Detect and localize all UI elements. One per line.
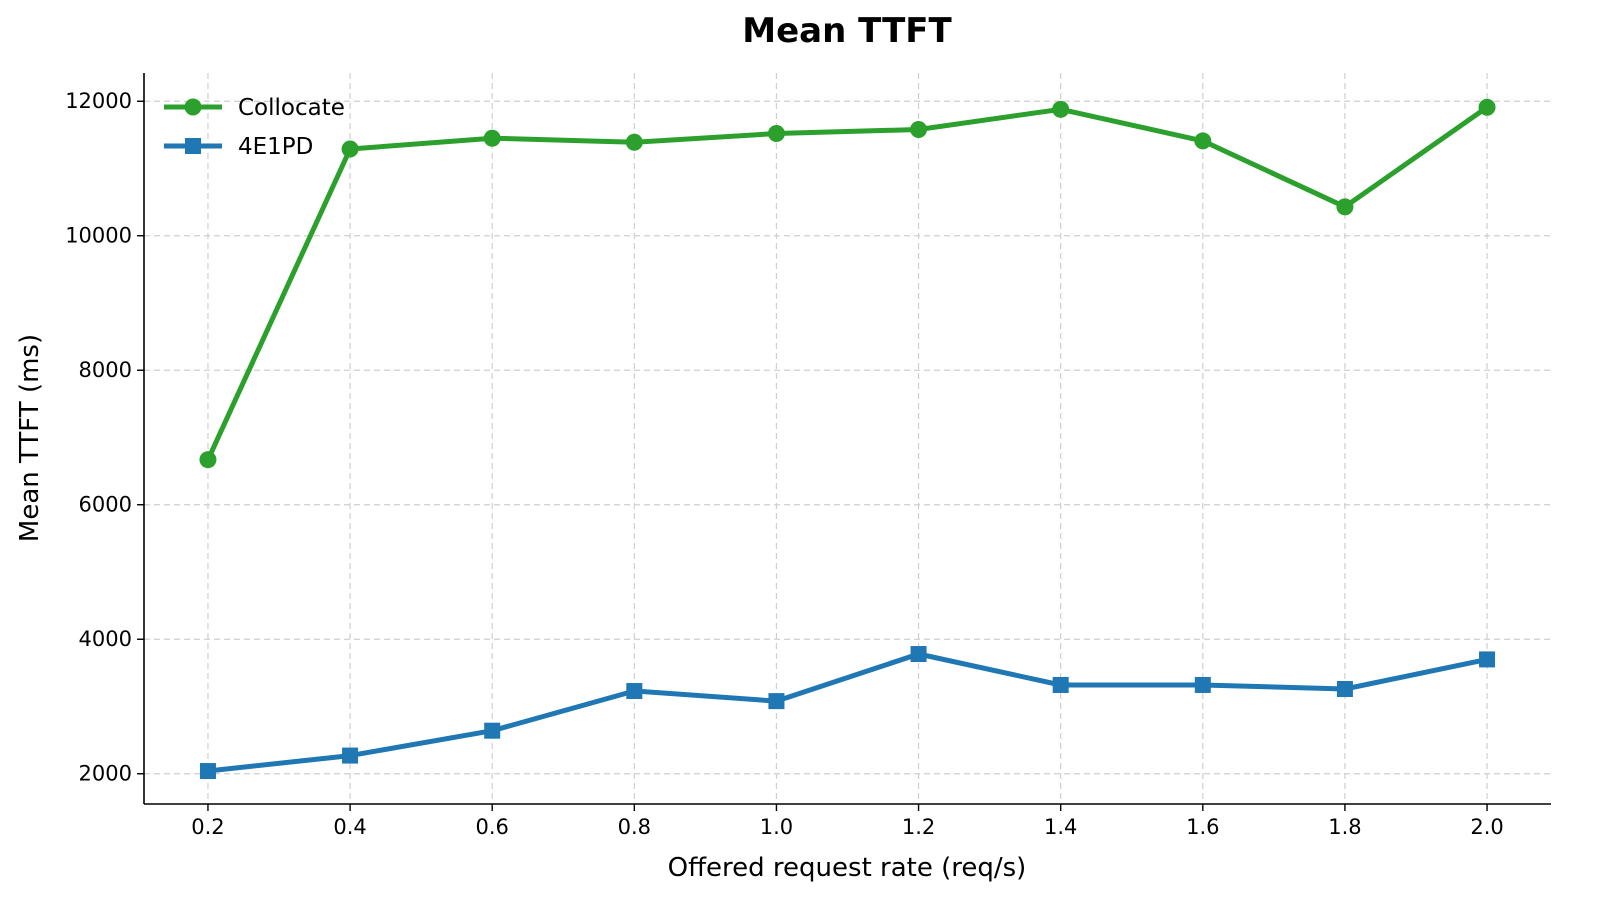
collocate-point [625, 133, 643, 151]
grid-lines [144, 73, 1551, 804]
collocate-point [341, 140, 359, 158]
legend-item-collocate: Collocate [164, 95, 345, 121]
series-collocate [199, 98, 1496, 469]
legend-label-collocate: Collocate [238, 95, 345, 121]
legend-marker-collocate [184, 98, 202, 116]
x-tick-label: 1.0 [760, 815, 793, 839]
4e1pd-point [910, 646, 927, 663]
collocate-point [1478, 98, 1496, 116]
x-tick-label: 1.8 [1328, 815, 1361, 839]
x-tick-label: 0.2 [191, 815, 224, 839]
chart-title: Mean TTFT [742, 11, 952, 51]
legend-label-4e1pd: 4E1PD [238, 134, 313, 160]
4e1pd-point [1336, 681, 1353, 698]
collocate-point [199, 451, 217, 469]
collocate-point [1336, 198, 1354, 216]
y-tick-label: 8000 [79, 358, 132, 382]
x-tick-label: 2.0 [1470, 815, 1503, 839]
4e1pd-point [768, 693, 785, 710]
legend: Collocate 4E1PD [164, 95, 345, 160]
collocate-point [910, 120, 928, 138]
collocate-point [767, 125, 785, 143]
x-tick-label: 1.4 [1044, 815, 1077, 839]
collocate-point [1194, 132, 1212, 150]
collocate-point [483, 129, 501, 147]
series-4e1pd [199, 646, 1496, 780]
y-ticks: 2000 4000 6000 8000 10000 12000 [65, 89, 144, 786]
x-tick-label: 0.6 [475, 815, 508, 839]
legend-marker-4e1pd [185, 138, 201, 154]
series-layer [199, 98, 1496, 780]
x-ticks: 0.2 0.4 0.6 0.8 1.0 1.2 1.4 1.6 1.8 2.0 [191, 804, 1504, 839]
y-tick-label: 6000 [79, 493, 132, 517]
axes [143, 73, 1551, 805]
x-axis-label: Offered request rate (req/s) [668, 853, 1027, 883]
4e1pd-point [199, 763, 216, 780]
4e1pd-point [626, 683, 643, 700]
y-tick-label: 12000 [65, 89, 132, 113]
4e1pd-point [1052, 676, 1069, 693]
collocate-line [205, 105, 1489, 461]
x-tick-label: 1.6 [1186, 815, 1219, 839]
4e1pd-point [1194, 676, 1211, 693]
x-tick-label: 1.2 [902, 815, 935, 839]
4e1pd-line [207, 651, 1488, 774]
y-tick-label: 2000 [79, 762, 132, 786]
y-tick-label: 10000 [65, 224, 132, 248]
y-axis-label: Mean TTFT (ms) [15, 334, 45, 542]
collocate-point [1052, 100, 1070, 118]
4e1pd-point [342, 747, 359, 764]
y-tick-label: 4000 [79, 627, 132, 651]
4e1pd-point [484, 722, 501, 739]
x-tick-label: 0.8 [618, 815, 651, 839]
legend-item-4e1pd: 4E1PD [164, 134, 313, 160]
x-tick-label: 0.4 [333, 815, 366, 839]
4e1pd-point [1479, 651, 1496, 668]
